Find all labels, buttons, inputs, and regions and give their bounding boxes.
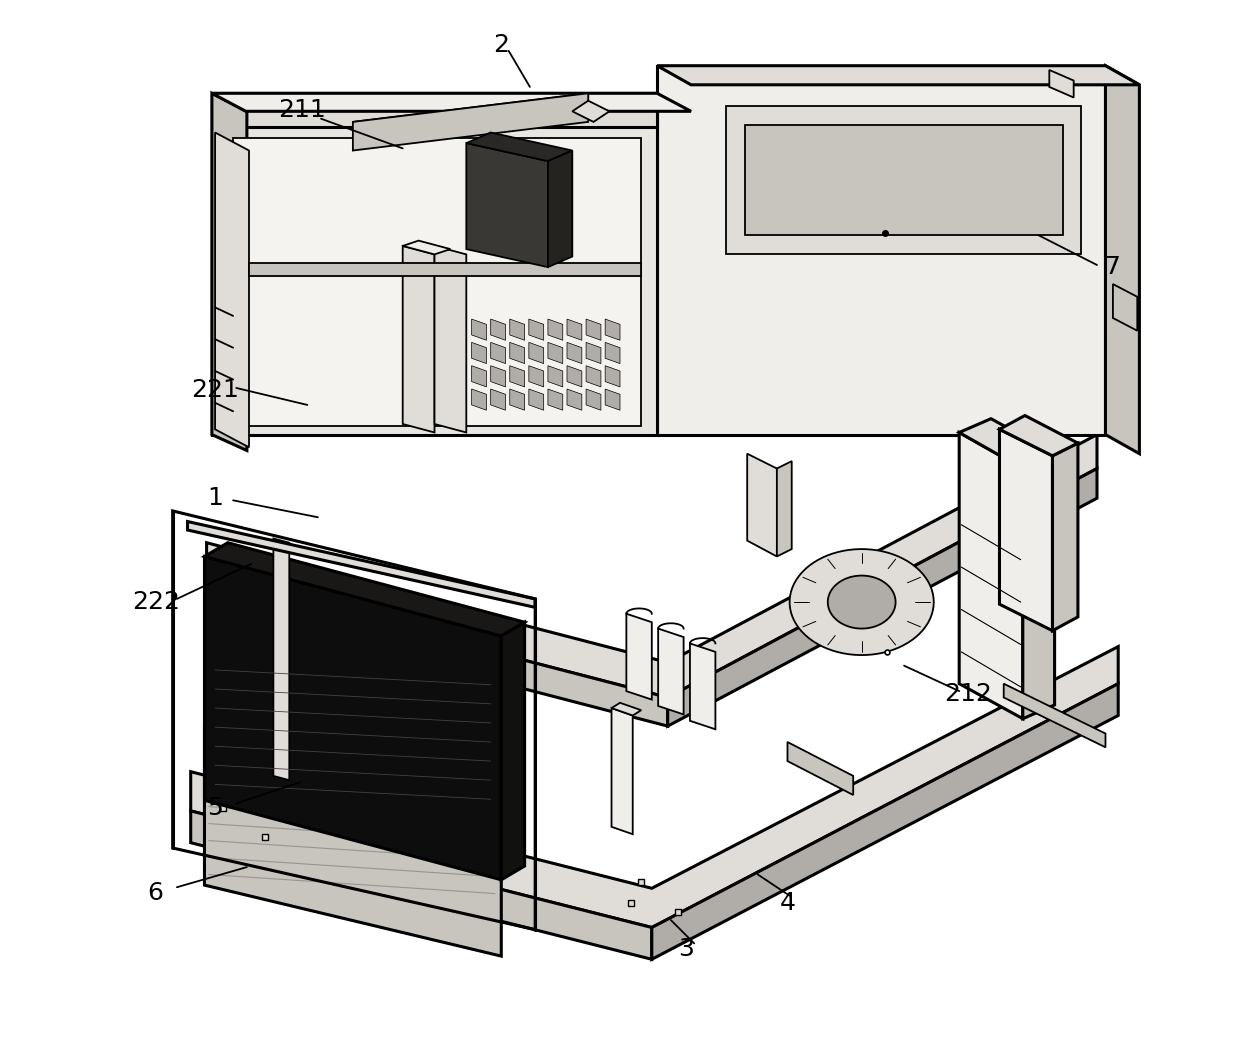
- Polygon shape: [212, 93, 691, 111]
- Polygon shape: [510, 389, 525, 410]
- Polygon shape: [471, 342, 486, 364]
- Polygon shape: [626, 614, 652, 700]
- Polygon shape: [667, 469, 1097, 726]
- Polygon shape: [249, 263, 641, 276]
- Text: 221: 221: [191, 378, 239, 402]
- Polygon shape: [501, 622, 525, 880]
- Polygon shape: [1023, 454, 1054, 719]
- Text: 2: 2: [494, 33, 510, 56]
- Text: 6: 6: [148, 881, 164, 904]
- Polygon shape: [605, 389, 620, 410]
- Polygon shape: [567, 342, 582, 364]
- Polygon shape: [491, 366, 506, 387]
- Polygon shape: [567, 366, 582, 387]
- Text: 222: 222: [131, 590, 180, 614]
- Polygon shape: [528, 342, 543, 364]
- Polygon shape: [466, 143, 548, 267]
- Polygon shape: [528, 319, 543, 340]
- Polygon shape: [548, 342, 563, 364]
- Polygon shape: [434, 246, 466, 432]
- Polygon shape: [611, 703, 641, 716]
- Polygon shape: [960, 432, 1023, 719]
- Polygon shape: [787, 742, 853, 795]
- Polygon shape: [573, 101, 609, 122]
- Polygon shape: [658, 629, 683, 714]
- Polygon shape: [748, 454, 777, 556]
- Polygon shape: [207, 578, 667, 726]
- Polygon shape: [212, 93, 657, 127]
- Polygon shape: [212, 93, 657, 435]
- Polygon shape: [548, 319, 563, 340]
- Polygon shape: [587, 389, 601, 410]
- Polygon shape: [1049, 70, 1074, 98]
- Polygon shape: [273, 538, 289, 780]
- Polygon shape: [567, 319, 582, 340]
- Polygon shape: [1106, 66, 1140, 454]
- Polygon shape: [191, 811, 652, 959]
- Polygon shape: [828, 576, 895, 629]
- Polygon shape: [657, 66, 1140, 85]
- Polygon shape: [999, 429, 1053, 631]
- Polygon shape: [466, 132, 573, 161]
- Text: 212: 212: [944, 683, 992, 706]
- Polygon shape: [528, 366, 543, 387]
- Polygon shape: [999, 416, 1078, 456]
- Polygon shape: [587, 342, 601, 364]
- Polygon shape: [187, 522, 536, 607]
- Polygon shape: [215, 132, 249, 447]
- Polygon shape: [1003, 684, 1106, 747]
- Polygon shape: [207, 435, 1097, 697]
- Polygon shape: [510, 366, 525, 387]
- Polygon shape: [587, 319, 601, 340]
- Polygon shape: [205, 726, 501, 956]
- Polygon shape: [790, 549, 934, 655]
- Polygon shape: [528, 389, 543, 410]
- Text: 4: 4: [780, 891, 796, 915]
- Polygon shape: [471, 389, 486, 410]
- Polygon shape: [471, 366, 486, 387]
- Polygon shape: [611, 708, 632, 834]
- Polygon shape: [548, 389, 563, 410]
- Polygon shape: [491, 389, 506, 410]
- Polygon shape: [353, 93, 588, 129]
- Polygon shape: [587, 366, 601, 387]
- Polygon shape: [233, 138, 641, 426]
- Polygon shape: [605, 366, 620, 387]
- Polygon shape: [605, 319, 620, 340]
- Polygon shape: [510, 342, 525, 364]
- Polygon shape: [403, 241, 450, 254]
- Polygon shape: [725, 106, 1081, 254]
- Text: 1: 1: [207, 487, 223, 510]
- Polygon shape: [567, 389, 582, 410]
- Polygon shape: [777, 461, 791, 556]
- Polygon shape: [510, 319, 525, 340]
- Polygon shape: [1053, 443, 1078, 631]
- Polygon shape: [652, 684, 1118, 959]
- Text: 211: 211: [278, 99, 326, 122]
- Polygon shape: [205, 556, 501, 880]
- Polygon shape: [745, 125, 1063, 235]
- Text: 7: 7: [1105, 255, 1121, 279]
- Polygon shape: [548, 151, 573, 267]
- Polygon shape: [353, 93, 588, 151]
- Polygon shape: [1112, 284, 1137, 331]
- Polygon shape: [657, 66, 1106, 435]
- Polygon shape: [548, 366, 563, 387]
- Polygon shape: [205, 543, 525, 636]
- Polygon shape: [471, 319, 486, 340]
- Polygon shape: [491, 319, 506, 340]
- Polygon shape: [605, 342, 620, 364]
- Text: 3: 3: [678, 937, 693, 960]
- Polygon shape: [960, 419, 1054, 469]
- Polygon shape: [403, 246, 434, 432]
- Polygon shape: [689, 643, 715, 729]
- Text: 5: 5: [207, 796, 223, 819]
- Polygon shape: [491, 342, 506, 364]
- Polygon shape: [191, 647, 1118, 928]
- Polygon shape: [212, 93, 247, 450]
